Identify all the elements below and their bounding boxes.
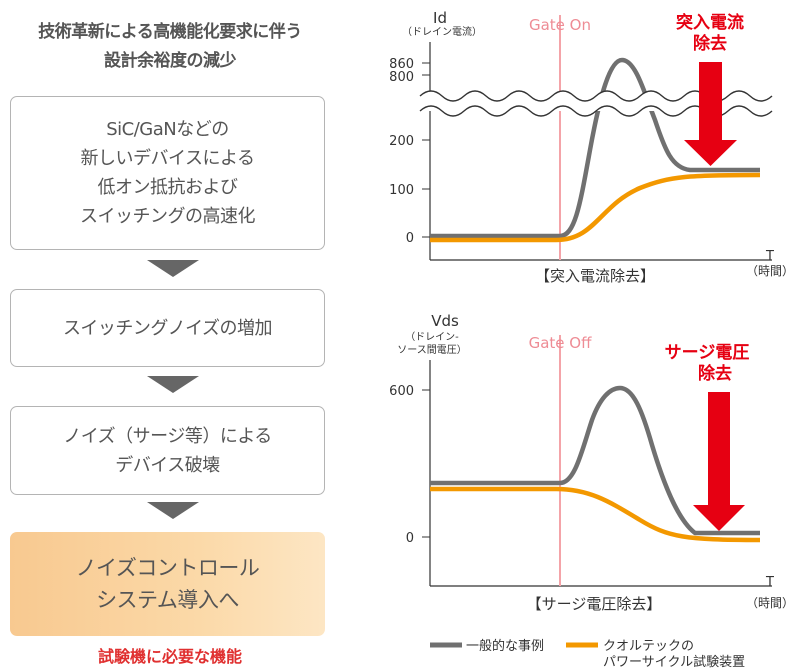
top-annotation-line2: 除去 — [693, 33, 727, 54]
flow-down-arrow-icon — [147, 376, 199, 393]
top-annotation-line1: 突入電流 — [676, 12, 744, 33]
box-line: SiC/GaNなどの — [106, 119, 229, 140]
bottom-ylabel-sub1: （ドレイン- — [405, 331, 459, 343]
top-removal-arrow-icon — [684, 62, 737, 166]
bottom-x-axis-label: T — [765, 575, 774, 590]
heading-line-2: 設計余裕度の減少 — [104, 51, 237, 71]
top-ylabel: Id — [433, 9, 447, 27]
flow-box-new-devices: SiC/GaNなどの 新しいデバイスによる 低オン抵抗および スイッチングの高速… — [10, 96, 325, 250]
top-chart: Id （ドレイン電流） 860 800 200 100 0 Gate On 突入… — [389, 9, 794, 285]
bottom-chart: Vds （ドレイン- ソース間電圧） 600 0 Gate Off サージ電圧 … — [389, 312, 794, 613]
bottom-removal-arrow-icon — [693, 392, 745, 531]
top-tick-800: 800 — [389, 70, 414, 85]
flow-box-noise-increase: スイッチングノイズの増加 — [10, 289, 325, 367]
bottom-tick-0: 0 — [406, 531, 414, 546]
flow-down-arrow-icon — [147, 502, 199, 519]
top-ours-series-line — [430, 172, 761, 243]
bottom-general-series-line — [430, 385, 760, 536]
bottom-annotation-line1: サージ電圧 — [665, 343, 750, 363]
top-ylabel-sub: （ドレイン電流） — [402, 25, 482, 38]
box-line: ノイズコントロール — [75, 556, 260, 580]
box-line: ノイズ（サージ等）による — [63, 425, 272, 447]
flow-box-device-destruction: ノイズ（サージ等）による デバイス破壊 — [10, 406, 325, 495]
bottom-ylabel-sub2: ソース間電圧） — [397, 344, 467, 356]
top-chart-caption: 【突入電流除去】 — [535, 267, 655, 285]
heading-line-1: 技術革新による高機能化要求に伴う — [38, 22, 302, 42]
top-tick-100: 100 — [389, 183, 414, 198]
legend-general-label: 一般的な事例 — [466, 638, 544, 654]
top-tick-200: 200 — [389, 134, 414, 149]
bottom-annotation-line2: 除去 — [698, 363, 732, 384]
box-line: スイッチングの高速化 — [80, 206, 256, 227]
legend-ours-line1: クオルテックの — [603, 639, 694, 654]
left-heading: 技術革新による高機能化要求に伴う 設計余裕度の減少 — [0, 18, 340, 76]
flow-box-noise-control: ノイズコントロール システム導入へ — [10, 532, 325, 636]
box-line: デバイス破壊 — [115, 454, 220, 476]
top-general-series-line — [430, 57, 760, 239]
flow-down-arrow-icon — [147, 260, 199, 277]
bottom-tick-600: 600 — [389, 384, 414, 399]
bottom-ylabel: Vds — [431, 312, 459, 330]
box-line: 新しいデバイスによる — [80, 148, 255, 169]
top-x-axis-sub: （時間） — [746, 264, 794, 278]
top-x-axis-label: T — [765, 249, 774, 264]
top-tick-860: 860 — [389, 57, 414, 72]
legend-ours-line2: パワーサイクル試験装置 — [603, 654, 745, 670]
legend: 一般的な事例 クオルテックの パワーサイクル試験装置 — [430, 638, 745, 670]
footer-caption: 試験機に必要な機能 — [97, 647, 242, 666]
top-tick-0: 0 — [406, 231, 414, 246]
bottom-gate-label: Gate Off — [529, 334, 593, 352]
top-gate-label: Gate On — [529, 16, 591, 34]
bottom-chart-caption: 【サージ電圧除去】 — [527, 595, 662, 613]
bottom-x-axis-sub: （時間） — [746, 596, 794, 610]
box-line: 低オン抵抗および — [97, 177, 239, 198]
bottom-ours-series-line — [430, 486, 761, 543]
box-line: スイッチングノイズの増加 — [62, 317, 273, 339]
box-line: システム導入へ — [96, 588, 239, 612]
